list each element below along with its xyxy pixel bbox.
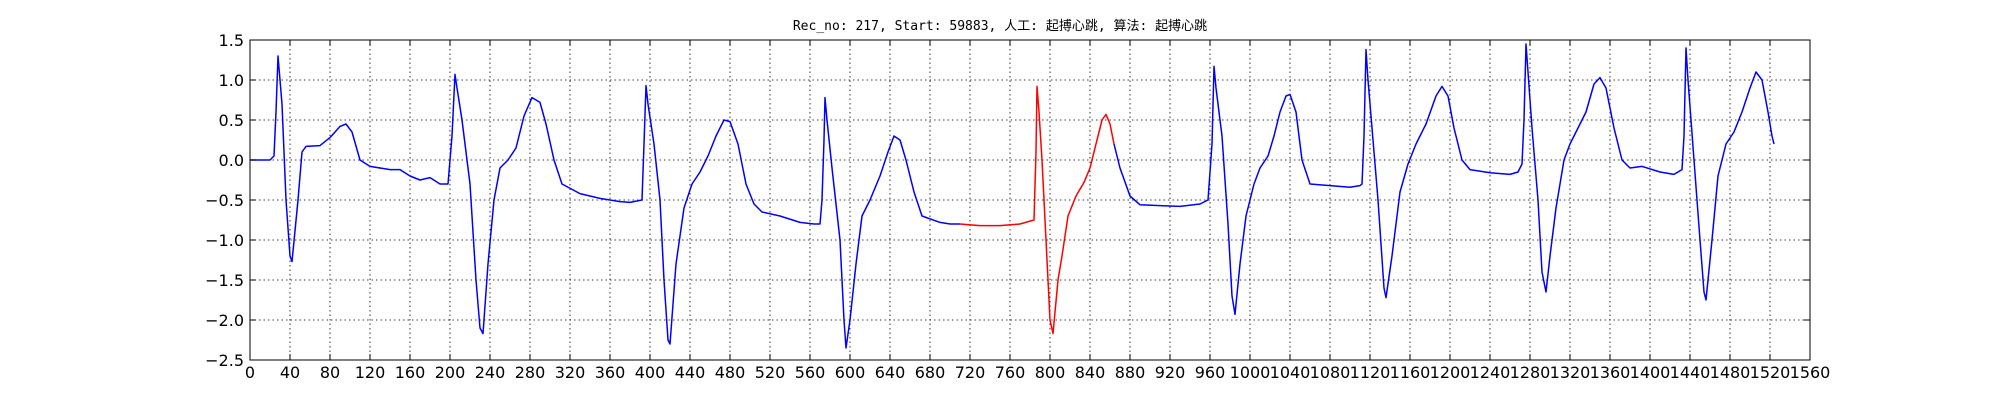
ecg-series-1 — [959, 85, 1115, 335]
x-tick-label: 320 — [555, 363, 586, 382]
y-tick-label: −2.5 — [205, 351, 244, 370]
x-tick-label: 1200 — [1430, 363, 1471, 382]
grid-lines — [249, 39, 1811, 361]
y-axis-tick-labels: 1.5 1.0 0.5 0.0 −0.5 −1.0 −1.5 −2.0 −2.5 — [205, 31, 244, 370]
x-tick-label: 1280 — [1510, 363, 1551, 382]
x-tick-label: 240 — [475, 363, 506, 382]
x-tick-label: 1440 — [1670, 363, 1711, 382]
x-tick-label: 1320 — [1550, 363, 1591, 382]
x-tick-label: 560 — [795, 363, 826, 382]
x-tick-label: 1120 — [1350, 363, 1391, 382]
x-tick-label: 280 — [515, 363, 546, 382]
ecg-series-0 — [250, 55, 960, 349]
x-tick-label: 680 — [915, 363, 946, 382]
x-tick-label: 360 — [595, 363, 626, 382]
x-tick-label: 1040 — [1270, 363, 1311, 382]
x-tick-label: 160 — [395, 363, 426, 382]
x-tick-label: 960 — [1195, 363, 1226, 382]
x-tick-label: 0 — [245, 363, 255, 382]
x-tick-label: 1080 — [1310, 363, 1351, 382]
x-tick-label: 80 — [320, 363, 340, 382]
x-tick-label: 40 — [280, 363, 300, 382]
x-tick-label: 440 — [675, 363, 706, 382]
x-tick-label: 1520 — [1750, 363, 1791, 382]
x-tick-label: 880 — [1115, 363, 1146, 382]
x-tick-label: 800 — [1035, 363, 1066, 382]
y-tick-label: 0.0 — [219, 151, 244, 170]
x-tick-label: 920 — [1155, 363, 1186, 382]
x-tick-label: 1240 — [1470, 363, 1511, 382]
chart-title: Rec_no: 217, Start: 59883, 人工: 起搏心跳, 算法:… — [793, 18, 1207, 34]
x-tick-label: 1480 — [1710, 363, 1751, 382]
x-tick-label: 1400 — [1630, 363, 1671, 382]
y-tick-label: 0.5 — [219, 111, 244, 130]
y-tick-label: −0.5 — [205, 191, 244, 210]
y-tick-label: −1.0 — [205, 231, 244, 250]
x-axis-tick-labels: 0 40 80 120 160 200 240 280 320 360 400 440 480 520 56… — [245, 363, 1830, 382]
x-tick-label: 840 — [1075, 363, 1106, 382]
x-tick-label: 720 — [955, 363, 986, 382]
y-tick-label: 1.0 — [219, 71, 244, 90]
x-tick-label: 1160 — [1390, 363, 1431, 382]
y-tick-label: −2.0 — [205, 311, 244, 330]
x-tick-label: 120 — [355, 363, 386, 382]
tick-marks — [249, 39, 1811, 361]
x-tick-label: 1360 — [1590, 363, 1631, 382]
y-tick-label: 1.5 — [219, 31, 244, 50]
x-tick-label: 600 — [835, 363, 866, 382]
x-tick-label: 520 — [755, 363, 786, 382]
x-tick-label: 1560 — [1790, 363, 1831, 382]
x-tick-label: 760 — [995, 363, 1026, 382]
series-layer — [250, 43, 1775, 349]
y-tick-label: −1.5 — [205, 271, 244, 290]
ecg-series-2 — [1113, 43, 1775, 316]
x-tick-label: 640 — [875, 363, 906, 382]
x-tick-label: 1000 — [1230, 363, 1271, 382]
x-tick-label: 480 — [715, 363, 746, 382]
x-tick-label: 200 — [435, 363, 466, 382]
x-tick-label: 400 — [635, 363, 666, 382]
